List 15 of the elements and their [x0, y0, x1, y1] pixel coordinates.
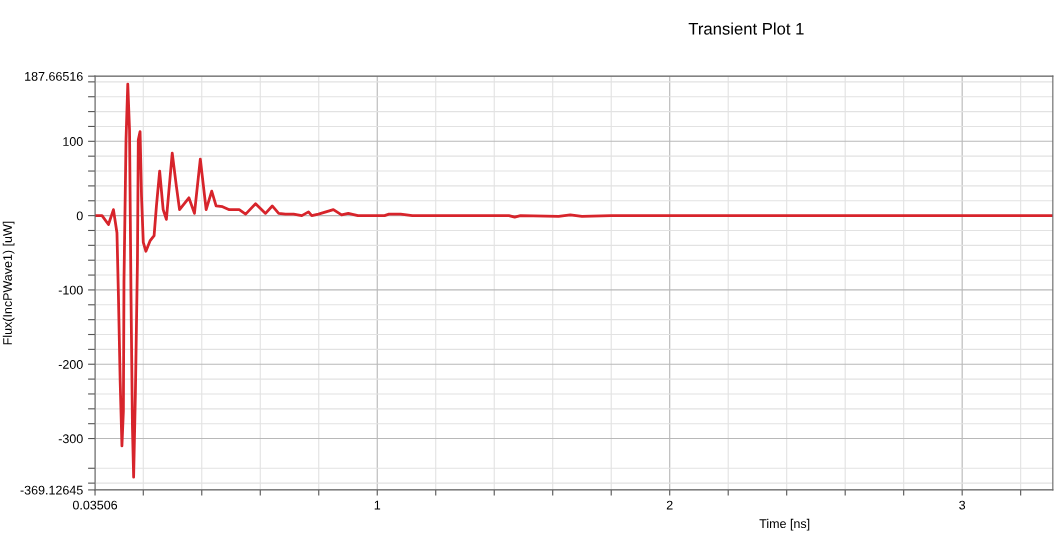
y-axis-title: Flux(IncPWave1) [uW] — [2, 221, 15, 345]
x-tick-label: 3 — [959, 500, 966, 510]
y-tick-label: -100 — [58, 285, 83, 295]
y-tick-label: -200 — [58, 360, 83, 369]
x-tick-label: 1 — [374, 500, 381, 510]
x-axis-title: Time [ns] — [759, 518, 810, 531]
y-tick-label: 100 — [63, 137, 83, 146]
y-tick-label: 0 — [76, 211, 83, 221]
chart-title: Transient Plot 1 — [688, 22, 804, 35]
y-tick-label: -369.12645 — [20, 485, 83, 495]
y-tick-label: 187.66516 — [25, 71, 83, 81]
x-tick-label: 0.03506 — [72, 500, 118, 510]
line-series — [95, 82, 1053, 479]
y-tick-label: -300 — [58, 434, 83, 444]
x-tick-label: 2 — [666, 500, 673, 510]
